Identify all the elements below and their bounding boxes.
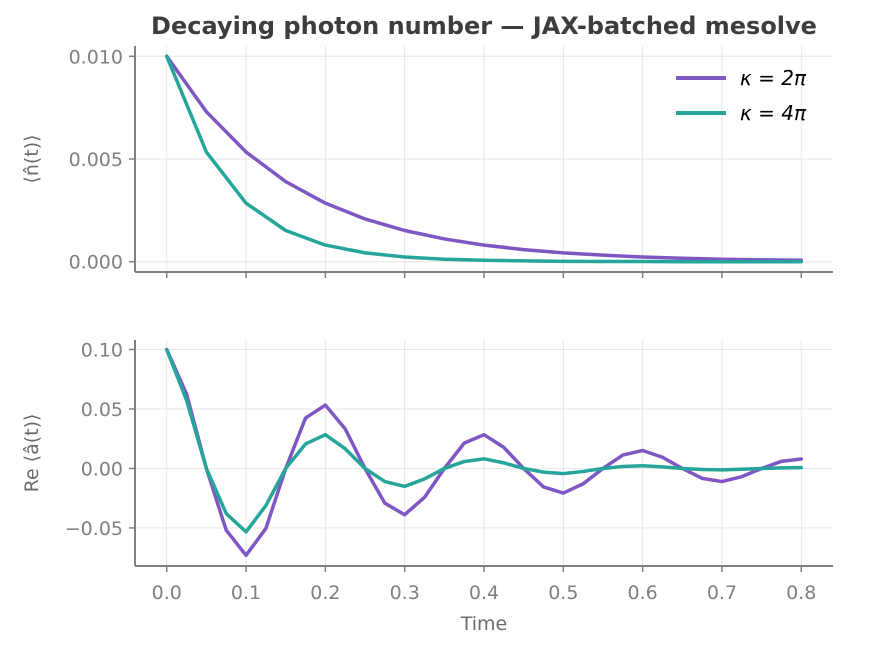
x-tick-label: 0.1 bbox=[231, 582, 261, 604]
y-tick-label: 0.10 bbox=[81, 340, 123, 362]
x-tick-label: 0.8 bbox=[786, 582, 816, 604]
x-axis-label: Time bbox=[460, 613, 508, 635]
legend: κ = 2π κ = 4π bbox=[676, 66, 807, 125]
x-tick-label: 0.7 bbox=[707, 582, 737, 604]
y-tick-label: 0.000 bbox=[69, 252, 123, 274]
series-line-kappa-4pi bbox=[164, 54, 804, 264]
chart-title: Decaying photon number — JAX-batched mes… bbox=[151, 12, 817, 40]
y-axis-label: ⟨n̂(t)⟩ bbox=[21, 134, 43, 183]
y-tick-label: −0.05 bbox=[65, 518, 123, 540]
y-tick-label: 0.05 bbox=[81, 399, 123, 421]
photon-number-panel: 0.000 0.005 0.010 ⟨n̂(t)⟩ κ = 2π κ = 4π bbox=[21, 46, 833, 278]
x-tick-label: 0.2 bbox=[310, 582, 340, 604]
y-tick-label: 0.005 bbox=[69, 149, 123, 171]
series-line-kappa-2pi bbox=[164, 54, 804, 263]
x-tick-label: 0.5 bbox=[548, 582, 578, 604]
x-tick-label: 0.6 bbox=[628, 582, 658, 604]
series-line-kappa-2pi bbox=[164, 347, 804, 558]
x-tick-label: 0.3 bbox=[390, 582, 420, 604]
legend-entry: κ = 2π bbox=[740, 66, 807, 90]
y-tick-label: 0.010 bbox=[69, 46, 123, 68]
series-line-kappa-4pi bbox=[164, 347, 804, 534]
x-tick-label: 0.0 bbox=[152, 582, 182, 604]
x-tick-label: 0.4 bbox=[469, 582, 499, 604]
y-axis-label: Re ⟨â(t)⟩ bbox=[21, 414, 43, 493]
legend-entry: κ = 4π bbox=[740, 101, 807, 125]
y-tick-label: 0.00 bbox=[81, 458, 123, 480]
field-amplitude-panel: −0.05 0.00 0.05 0.10 0.0 0.1 0.2 0.3 0.4 0.5 0.6 0.… bbox=[21, 340, 833, 635]
